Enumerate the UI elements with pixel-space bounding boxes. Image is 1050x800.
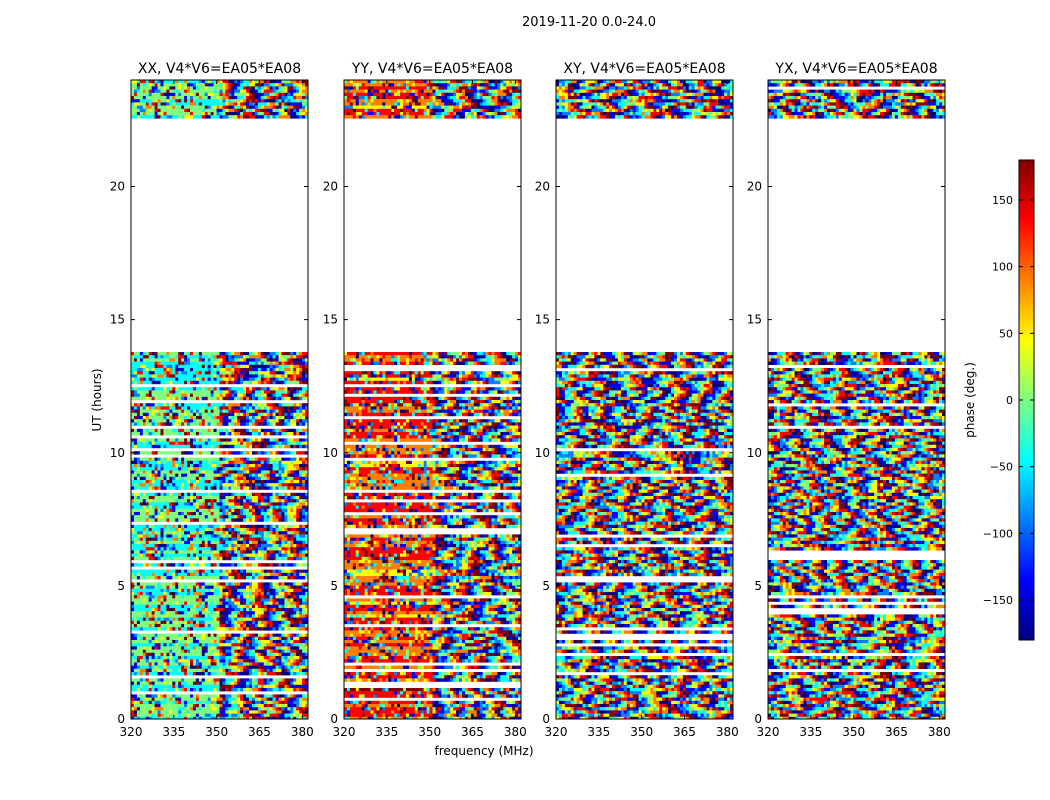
x-axis-label: frequency (MHz) <box>434 744 533 758</box>
panel-title: XY, V4*V6=EA05*EA08 <box>563 61 725 77</box>
heatmap-xy <box>556 80 733 719</box>
plot-frame <box>767 79 946 720</box>
panel-xy: XY, V4*V6=EA05*EA08 320 335 350 365 380 0 5 10 15… <box>535 61 739 739</box>
heatmap-xx <box>131 80 308 719</box>
x-tick-label: 365 <box>461 725 484 739</box>
colorbar: −150 −100 −50 0 50 100 150 <box>983 159 1035 641</box>
y-tick-label: 0 <box>117 712 125 726</box>
y-tick-label: 5 <box>330 579 338 593</box>
x-tick-label: 365 <box>673 725 696 739</box>
x-tick-label: 365 <box>885 725 908 739</box>
x-tick-label: 335 <box>587 725 610 739</box>
x-tick-label: 350 <box>630 725 653 739</box>
y-tick-label: 0 <box>754 712 762 726</box>
x-tick-label: 380 <box>928 725 951 739</box>
colorbar-label: phase (deg.) <box>963 362 977 438</box>
suptitle: 2019-11-20 0.0-24.0 <box>522 15 656 30</box>
panel-title: XX, V4*V6=EA05*EA08 <box>138 61 301 77</box>
x-tick-label: 380 <box>504 725 527 739</box>
colorbar-tick-label: 100 <box>992 261 1013 274</box>
plot-frame <box>343 79 522 720</box>
x-tick-label: 320 <box>333 725 356 739</box>
colorbar-tick-label: 150 <box>992 194 1013 207</box>
panel-yy: YY, V4*V6=EA05*EA08 320 335 350 365 380 0 5 10 15… <box>323 61 527 739</box>
x-tick-label: 350 <box>842 725 865 739</box>
x-tick-label: 320 <box>120 725 143 739</box>
x-tick-label: 380 <box>291 725 314 739</box>
y-tick-label: 10 <box>323 446 338 460</box>
y-tick-label: 15 <box>535 313 550 327</box>
panel-title: YY, V4*V6=EA05*EA08 <box>351 61 513 77</box>
x-tick-label: 335 <box>799 725 822 739</box>
x-tick-label: 350 <box>205 725 228 739</box>
x-tick-label: 350 <box>418 725 441 739</box>
panel-xx: XX, V4*V6=EA05*EA08 320 335 350 365 380 0 5 10 15… <box>110 61 314 739</box>
colorbar-tick-label: −150 <box>983 594 1013 607</box>
y-tick-label: 0 <box>330 712 338 726</box>
colorbar-tick-label: 50 <box>999 327 1013 340</box>
y-tick-label: 5 <box>542 579 550 593</box>
heatmap-yx <box>768 80 945 719</box>
x-tick-label: 365 <box>248 725 271 739</box>
panels: XX, V4*V6=EA05*EA08 320 335 350 365 380 0 5 10 15… <box>110 61 951 739</box>
colorbar-tick-label: 0 <box>1006 394 1013 407</box>
y-tick-label: 10 <box>747 446 762 460</box>
x-tick-label: 335 <box>375 725 398 739</box>
y-tick-label: 10 <box>110 446 125 460</box>
plot-frame <box>555 79 734 720</box>
y-tick-label: 15 <box>747 313 762 327</box>
y-tick-label: 0 <box>542 712 550 726</box>
panel-yx: YX, V4*V6=EA05*EA08 320 335 350 365 380 0 5 10 15… <box>747 61 951 739</box>
heatmap-yy <box>344 80 521 719</box>
y-tick-label: 15 <box>323 313 338 327</box>
y-tick-label: 20 <box>110 180 125 194</box>
y-tick-label: 20 <box>323 180 338 194</box>
y-tick-label: 15 <box>110 313 125 327</box>
x-tick-label: 320 <box>545 725 568 739</box>
x-tick-label: 320 <box>757 725 780 739</box>
y-tick-label: 5 <box>754 579 762 593</box>
plot-frame <box>130 79 309 720</box>
y-tick-label: 5 <box>117 579 125 593</box>
y-tick-label: 20 <box>747 180 762 194</box>
y-tick-label: 10 <box>535 446 550 460</box>
panel-title: YX, V4*V6=EA05*EA08 <box>774 61 937 77</box>
colorbar-tick-label: −50 <box>990 461 1013 474</box>
colorbar-tick-label: −100 <box>983 527 1013 540</box>
x-tick-label: 335 <box>162 725 185 739</box>
y-axis-label: UT (hours) <box>90 368 104 431</box>
x-tick-label: 380 <box>716 725 739 739</box>
y-tick-label: 20 <box>535 180 550 194</box>
